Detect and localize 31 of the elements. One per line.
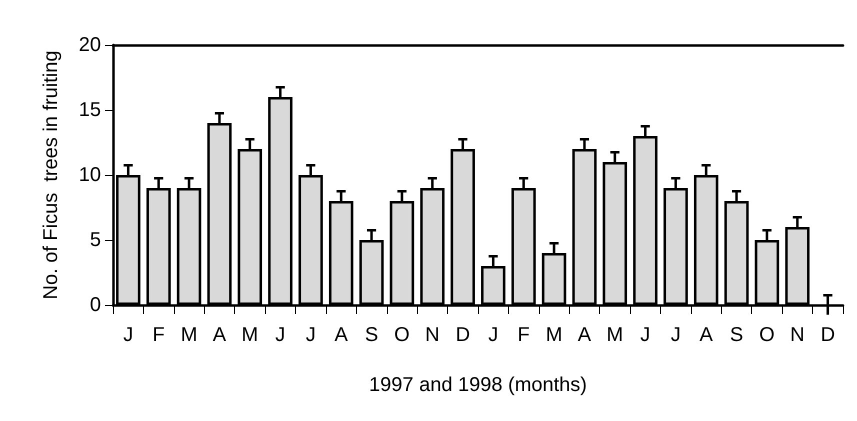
x-tick-label: D bbox=[820, 324, 836, 346]
y-tick-label: 0 bbox=[90, 294, 101, 316]
x-tick-label: O bbox=[759, 324, 775, 346]
x-tick-label: J bbox=[488, 324, 498, 346]
x-tick-label: N bbox=[790, 324, 805, 346]
x-tick-label: J bbox=[640, 324, 650, 346]
x-tick-label: D bbox=[456, 324, 470, 346]
x-tick-label: O bbox=[394, 324, 410, 346]
x-tick-label: M bbox=[180, 324, 198, 346]
x-tick-label: F bbox=[152, 324, 165, 346]
x-tick-label: S bbox=[364, 324, 378, 346]
x-tick-label: F bbox=[518, 324, 530, 346]
y-tick-label: 15 bbox=[78, 99, 101, 121]
x-tick-label: J bbox=[306, 324, 316, 346]
x-tick-label: J bbox=[123, 324, 134, 346]
x-tick-label: N bbox=[425, 324, 440, 346]
y-axis-title: No. of Ficus trees in fruiting bbox=[40, 50, 62, 300]
x-axis-title: 1997 and 1998 (months) bbox=[369, 374, 587, 396]
x-tick-label: A bbox=[212, 324, 227, 346]
x-tick-label: M bbox=[606, 324, 624, 346]
x-tick-label: M bbox=[242, 324, 258, 346]
x-tick-label: J bbox=[670, 324, 681, 346]
y-tick-label: 10 bbox=[78, 164, 101, 186]
x-tick-label: J bbox=[275, 324, 286, 346]
x-tick-label: A bbox=[334, 324, 348, 346]
x-tick-label: S bbox=[730, 324, 744, 346]
y-tick-label: 20 bbox=[78, 34, 101, 56]
x-tick-label: A bbox=[578, 324, 592, 346]
x-tick-label: A bbox=[699, 324, 714, 346]
y-tick-label: 5 bbox=[90, 229, 101, 251]
x-tick-label: M bbox=[546, 324, 562, 346]
